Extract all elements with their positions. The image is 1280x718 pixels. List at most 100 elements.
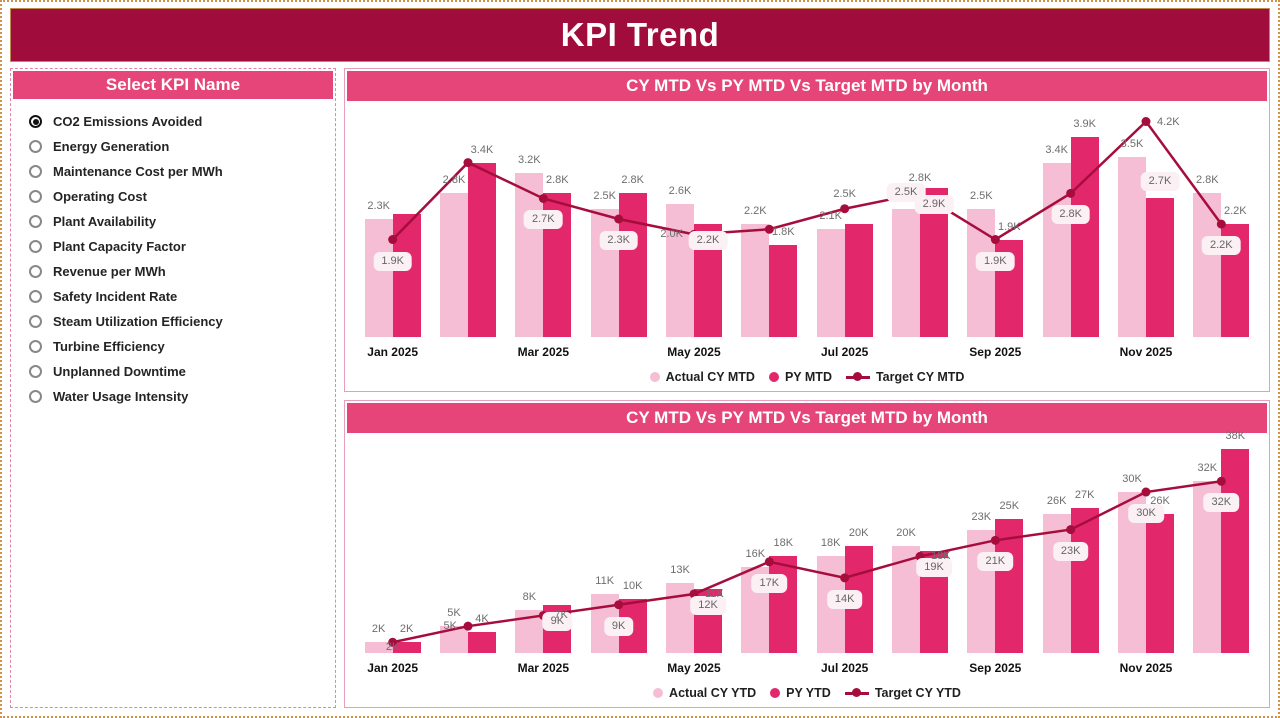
legend-item-target-cy-mtd[interactable]: Target CY MTD	[845, 370, 964, 384]
kpi-radio-item-4[interactable]: Plant Availability	[19, 209, 327, 234]
target-marker-3[interactable]	[614, 214, 624, 224]
kpi-radio-item-8[interactable]: Steam Utilization Efficiency	[19, 309, 327, 334]
data-label: 11K	[705, 587, 724, 600]
bar-actual-9[interactable]	[1042, 513, 1071, 653]
data-label: 4K	[475, 612, 489, 625]
target-marker-11[interactable]	[1216, 476, 1226, 486]
data-label: 32K	[1197, 462, 1218, 475]
bar-actual-5[interactable]	[741, 224, 770, 337]
data-label: 19K	[916, 558, 952, 578]
bar-py-5[interactable]	[769, 244, 798, 337]
data-label: 38K	[1225, 430, 1246, 443]
kpi-radio-item-3[interactable]: Operating Cost	[19, 184, 327, 209]
kpi-radio-item-7[interactable]: Safety Incident Rate	[19, 284, 327, 309]
bar-py-0[interactable]	[392, 642, 421, 653]
legend-item-py-ytd[interactable]: PY YTD	[770, 686, 831, 700]
data-label: 2K	[399, 623, 414, 636]
kpi-label: Operating Cost	[53, 189, 147, 204]
kpi-label: Water Usage Intensity	[53, 389, 189, 404]
kpi-radio-item-5[interactable]: Plant Capacity Factor	[19, 234, 327, 259]
bar-actual-9[interactable]	[1042, 162, 1071, 337]
x-axis-label: Mar 2025	[517, 345, 569, 359]
kpi-radio-item-1[interactable]: Energy Generation	[19, 134, 327, 159]
data-label: 2.8K	[621, 174, 644, 187]
kpi-radio-item-11[interactable]: Water Usage Intensity	[19, 384, 327, 409]
radio-icon[interactable]	[29, 390, 42, 403]
target-marker-9[interactable]	[1066, 188, 1076, 198]
bar-py-10[interactable]	[1146, 198, 1174, 337]
target-marker-6[interactable]	[840, 204, 850, 214]
bar-py-8[interactable]	[995, 518, 1024, 653]
legend-item-actual-cy-ytd[interactable]: Actual CY YTD	[653, 686, 756, 700]
kpi-radio-item-9[interactable]: Turbine Efficiency	[19, 334, 327, 359]
bar-py-10[interactable]	[1146, 513, 1174, 653]
target-marker-11[interactable]	[1216, 219, 1226, 229]
data-label: 13K	[670, 564, 690, 577]
legend-swatch-icon	[770, 688, 781, 698]
bar-py-3[interactable]	[618, 193, 647, 337]
bar-actual-2[interactable]	[515, 172, 544, 337]
data-label: 9K	[542, 611, 573, 631]
target-marker-2[interactable]	[538, 193, 548, 203]
target-marker-5[interactable]	[764, 557, 774, 567]
kpi-radio-item-6[interactable]: Revenue per MWh	[19, 259, 327, 284]
target-marker-0[interactable]	[388, 235, 398, 245]
target-marker-5[interactable]	[764, 224, 774, 234]
target-marker-8[interactable]	[990, 235, 1000, 245]
radio-icon[interactable]	[29, 265, 42, 278]
target-marker-10[interactable]	[1141, 487, 1151, 497]
bar-actual-7[interactable]	[892, 208, 920, 337]
target-marker-1[interactable]	[463, 158, 473, 168]
legend-swatch-icon	[768, 372, 779, 382]
data-label: 18K	[931, 550, 951, 563]
x-axis-label: Jul 2025	[820, 661, 869, 675]
bar-actual-0[interactable]	[364, 219, 393, 337]
bar-py-9[interactable]	[1070, 508, 1099, 653]
legend-item-actual-cy-mtd[interactable]: Actual CY MTD	[649, 370, 755, 384]
bar-py-1[interactable]	[468, 631, 496, 653]
target-marker-10[interactable]	[1141, 117, 1151, 127]
kpi-radio-item-0[interactable]: CO2 Emissions Avoided	[19, 109, 327, 134]
data-label: 2.2K	[688, 231, 728, 251]
target-marker-8[interactable]	[990, 535, 1000, 545]
legend-item-py-mtd[interactable]: PY MTD	[768, 370, 832, 384]
target-marker-1[interactable]	[463, 621, 473, 631]
kpi-radio-item-10[interactable]: Unplanned Downtime	[19, 359, 327, 384]
data-label: 18K	[820, 537, 841, 550]
target-marker-9[interactable]	[1066, 525, 1076, 535]
data-label: 11K	[595, 574, 615, 587]
bar-py-5[interactable]	[769, 556, 798, 653]
bar-py-6[interactable]	[844, 224, 873, 337]
kpi-label: Revenue per MWh	[53, 264, 166, 279]
bar-actual-1[interactable]	[440, 193, 468, 337]
data-label: 2.5K	[833, 187, 856, 200]
target-marker-3[interactable]	[614, 600, 624, 610]
radio-icon[interactable]	[29, 315, 42, 328]
radio-icon[interactable]	[29, 140, 42, 153]
radio-icon[interactable]	[29, 365, 42, 378]
target-marker-0[interactable]	[388, 637, 398, 647]
kpi-radio-item-2[interactable]: Maintenance Cost per MWh	[19, 159, 327, 184]
bar-actual-0[interactable]	[364, 642, 393, 653]
radio-icon[interactable]	[29, 215, 42, 228]
bar-actual-8[interactable]	[967, 529, 996, 653]
radio-icon[interactable]	[29, 290, 42, 303]
bar-py-11[interactable]	[1221, 449, 1250, 653]
radio-icon[interactable]	[29, 190, 42, 203]
bar-py-1[interactable]	[468, 162, 496, 337]
legend-item-target-cy-ytd[interactable]: Target CY YTD	[844, 686, 961, 700]
bar-actual-4[interactable]	[666, 203, 694, 337]
legend-mtd: Actual CY MTD PY MTD Target CY MTD	[345, 363, 1269, 391]
bar-actual-6[interactable]	[816, 229, 845, 337]
radio-selected-icon[interactable]	[29, 115, 42, 128]
target-marker-6[interactable]	[840, 573, 850, 583]
radio-icon[interactable]	[29, 340, 42, 353]
x-axis-label	[882, 653, 957, 679]
radio-icon[interactable]	[29, 240, 42, 253]
data-label: 2K	[385, 641, 400, 653]
radio-icon[interactable]	[29, 165, 42, 178]
x-axis-label: Sep 2025	[969, 661, 1022, 675]
bar-actual-3[interactable]	[590, 208, 619, 337]
data-label: 2.2K	[744, 205, 767, 218]
